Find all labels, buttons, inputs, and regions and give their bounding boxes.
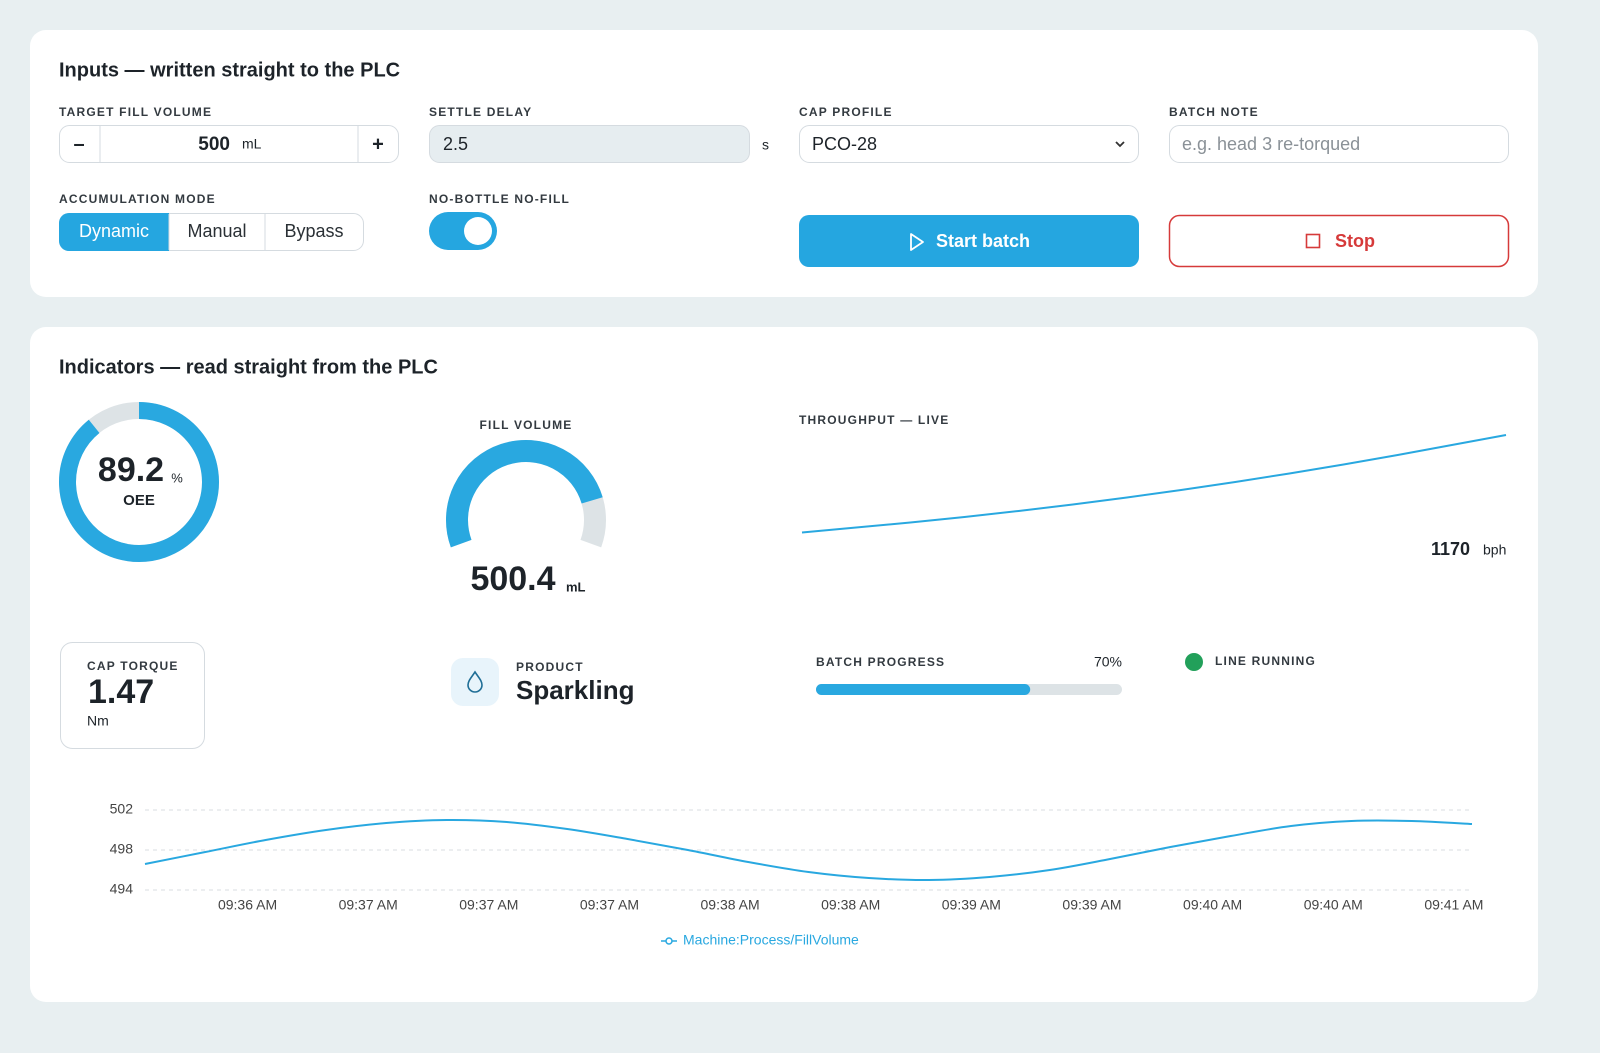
chevron [1115, 141, 1125, 148]
indicators-card [30, 327, 1538, 1002]
start-button[interactable] [799, 215, 1139, 267]
status-dot [1185, 653, 1203, 671]
cap-profile-value: PCO-28 [812, 134, 877, 154]
field-label: NO-BOTTLE NO-FILL [429, 192, 570, 206]
fill-volume-value: 500 [198, 134, 230, 155]
y-tick-label: 502 [110, 801, 134, 817]
decrement-button[interactable]: – [73, 133, 84, 155]
x-tick-label: 09:37 AM [580, 897, 639, 913]
batch-note-input[interactable] [1169, 125, 1509, 163]
toggle[interactable] [429, 212, 497, 250]
sparkline-label: THROUGHPUT — LIVE [799, 413, 949, 427]
stop-icon [1305, 233, 1321, 249]
product-icon-box [451, 658, 499, 706]
segmented-control: Dynamic Manual Bypass [59, 213, 364, 251]
x-tick-label: 09:40 AM [1183, 897, 1242, 913]
legend-swatch-dot [665, 937, 673, 945]
field-label: TARGET FILL VOLUME [59, 105, 212, 119]
field-label: SETTLE DELAY [429, 105, 532, 119]
oee-value: 89.2 [98, 451, 164, 489]
increment-button[interactable]: + [372, 133, 384, 155]
y-tick-label: 498 [110, 841, 134, 857]
settle-delay-input[interactable] [429, 125, 750, 163]
progress-value: 70% [1094, 654, 1122, 670]
x-tick-label: 09:40 AM [1304, 897, 1363, 913]
oee-label: OEE [123, 492, 155, 509]
droplet-icon [467, 670, 483, 693]
placeholder: e.g. head 3 re-torqued [1182, 134, 1360, 154]
throughput-value: 1170 [1431, 539, 1470, 559]
x-tick-label: 09:39 AM [942, 897, 1001, 913]
unit: mL [566, 579, 586, 594]
play-icon [910, 233, 924, 251]
cap-torque-card [60, 642, 205, 749]
cap-torque-label: CAP TORQUE [87, 659, 179, 673]
gauge-fill [446, 440, 603, 548]
x-tick-label: 09:38 AM [821, 897, 880, 913]
cap-profile-select[interactable] [799, 125, 1139, 163]
indicators-title: Indicators — read straight from the PLC [59, 356, 438, 378]
field-label: BATCH NOTE [1169, 105, 1259, 119]
unit: bph [1483, 542, 1506, 558]
stepper-box [59, 125, 399, 163]
segment-option[interactable]: Bypass [284, 221, 343, 241]
toggle-knob [464, 217, 492, 245]
fill-volume-value: 500.4 [470, 560, 555, 598]
stop-button[interactable] [1168, 214, 1510, 268]
product-value: Sparkling [516, 675, 634, 705]
product-label: PRODUCT [516, 660, 584, 674]
fill-volume-stepper[interactable] [59, 125, 399, 163]
settle-delay-value: 2.5 [443, 134, 468, 154]
inputs-title: Inputs — written straight to the PLC [59, 59, 400, 81]
gauge-label: FILL VOLUME [480, 418, 573, 432]
segment-selected [59, 213, 169, 251]
x-tick-label: 09:36 AM [218, 897, 277, 913]
oee-arc [59, 402, 219, 562]
x-tick-label: 09:37 AM [339, 897, 398, 913]
segment-option[interactable]: Dynamic [79, 221, 149, 241]
unit: % [171, 470, 183, 485]
inputs-card [30, 30, 1538, 297]
sparkline [801, 434, 1507, 534]
cap-torque-value: 1.47 [88, 673, 154, 711]
progress-label: BATCH PROGRESS [816, 655, 945, 669]
field-label: CAP PROFILE [799, 105, 893, 119]
x-tick-label: 09:39 AM [1062, 897, 1121, 913]
stop-label: Stop [1335, 231, 1375, 251]
field-label: ACCUMULATION MODE [59, 192, 216, 206]
unit: mL [242, 136, 262, 152]
legend-label: Machine:Process/FillVolume [683, 932, 859, 948]
status-label: LINE RUNNING [1215, 654, 1316, 668]
segment-option[interactable]: Manual [187, 221, 246, 241]
unit: Nm [87, 713, 109, 729]
progress-fill [816, 684, 1031, 695]
start-label: Start batch [936, 231, 1030, 251]
y-tick-label: 494 [110, 881, 134, 897]
x-tick-label: 09:41 AM [1424, 897, 1483, 913]
x-tick-label: 09:38 AM [701, 897, 760, 913]
series-line [144, 818, 1473, 882]
x-tick-label: 09:37 AM [459, 897, 518, 913]
unit: s [762, 137, 769, 153]
